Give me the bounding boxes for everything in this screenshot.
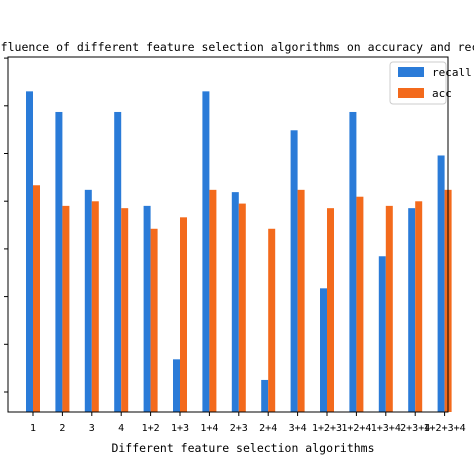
x-axis-label: Different feature selection algorithms [111, 441, 374, 455]
bar-recall-3 [84, 189, 92, 412]
x-tick-label: 1+4 [200, 423, 218, 434]
x-tick-label: 1+3 [171, 423, 189, 434]
x-tick-label: 3 [89, 423, 95, 434]
legend-swatch-recall [398, 67, 424, 77]
bar-recall-2+3 [231, 192, 239, 412]
chart-title: Influence of different feature selection… [0, 40, 474, 54]
bar-recall-1+2+4 [349, 111, 357, 412]
bar-acc-1+3 [180, 217, 187, 412]
bar-recall-2 [55, 111, 63, 412]
y-ticks [4, 57, 8, 393]
bar-acc-1+2+3 [327, 208, 334, 412]
bar-acc-4 [121, 208, 129, 412]
bar-recall-1 [26, 91, 33, 412]
bar-recall-2+4 [261, 379, 269, 412]
x-tick-label: 2+4 [259, 423, 277, 434]
bar-acc-3 [91, 201, 99, 412]
bar-acc-1+4 [209, 189, 217, 412]
bar-acc-2+3 [238, 203, 246, 412]
x-tick-label: 2+3 [230, 423, 248, 434]
bar-recall-4 [114, 111, 122, 412]
bar-acc-2+3+4 [415, 201, 423, 412]
bar-acc-1+2 [150, 228, 158, 412]
bar-acc-1+2+4 [356, 196, 364, 412]
plot-frame [7, 56, 449, 413]
bar-acc-1+3+4 [385, 205, 393, 412]
legend-label-recall: recall [432, 66, 472, 79]
x-ticks: 1 2 3 4 1+2 1+3 1+4 2+3 2+4 3+4 1+2+3 1+2+4 1+3+4 2+3… [30, 412, 466, 434]
x-tick-label: 3+4 [289, 423, 307, 434]
bar-recall-2+3+4 [408, 208, 416, 412]
legend-label-acc: acc [432, 87, 452, 100]
x-tick-label: 1+2+4 [341, 423, 371, 434]
legend: recall acc [389, 61, 472, 105]
bar-recall-1+2 [143, 205, 151, 412]
bar-recall-1+4 [202, 91, 210, 412]
x-tick-label: 1+2 [142, 423, 160, 434]
x-tick-label: 1+3+4 [371, 423, 401, 434]
bars-group [26, 91, 452, 413]
bar-recall-3+4 [290, 130, 298, 413]
legend-swatch-acc [398, 88, 424, 98]
x-tick-label: 4 [118, 423, 124, 434]
x-tick-label: 1 [30, 423, 36, 434]
bar-recall-1+2+3 [320, 288, 327, 412]
bar-acc-1 [33, 185, 40, 412]
x-tick-label: 2+3+4 [400, 423, 430, 434]
bar-acc-2+4 [268, 228, 276, 412]
x-tick-label: 1+2+3 [312, 423, 342, 434]
bar-recall-1+3+4 [378, 256, 386, 412]
bar-acc-2 [62, 205, 70, 412]
bar-recall-1+3 [173, 359, 180, 412]
bar-recall-1+2+3+4 [437, 155, 445, 413]
x-tick-label: 2 [59, 423, 65, 434]
x-tick-label: 1+2+3+4 [424, 423, 466, 434]
bar-acc-3+4 [297, 189, 305, 412]
